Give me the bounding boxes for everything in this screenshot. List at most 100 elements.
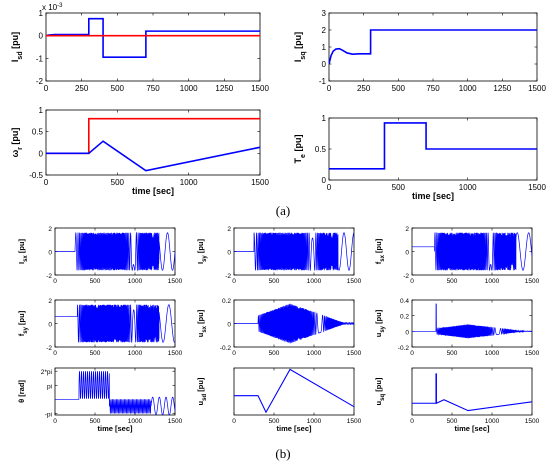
chart-b8: 0 500 1000 1500 usd [pu] time [sec]: [196, 367, 362, 433]
series-line-1: [412, 232, 532, 271]
y-tick-label: -2: [46, 345, 52, 352]
series-line-1: [234, 303, 354, 344]
y-tick-label: 1: [39, 9, 44, 18]
y-tick-label: 1: [39, 106, 44, 115]
x-axis-label: time [sec]: [97, 424, 133, 433]
y-tick-label: 0.5: [32, 128, 44, 137]
y-tick-label: 0: [405, 329, 409, 336]
x-tick-label: 0: [232, 418, 236, 425]
x-axis-label: time [sec]: [132, 186, 174, 196]
series-line-1: [55, 371, 175, 415]
y-tick-label: 0: [322, 60, 327, 69]
series-line-1: [329, 29, 537, 65]
y-axis-label: Isd [pu]: [10, 32, 24, 62]
plot-frame: [411, 367, 533, 416]
caption-b: (b): [275, 446, 290, 461]
x-tick-label: 0: [410, 418, 414, 425]
series-line-1: [55, 304, 175, 343]
x-tick-label: 0: [53, 350, 57, 357]
y-tick-label: pi: [47, 383, 52, 390]
y-axis-label: Isy [pu]: [196, 238, 208, 264]
y-tick-label: -1: [319, 77, 327, 86]
y-tick-label: 0: [227, 250, 231, 257]
y-axis-label: θ [rad]: [17, 380, 26, 403]
x-tick-label: 250: [75, 84, 89, 93]
y-tick-label: -0.2: [220, 345, 232, 352]
x-tick-label: 500: [111, 84, 125, 93]
x-tick-label: 500: [269, 350, 280, 357]
x-tick-label: 0: [327, 183, 332, 192]
plot-frame: [411, 299, 533, 348]
y-tick-label: 2: [405, 226, 409, 233]
plot-frame: [233, 367, 355, 416]
series-line-1: [329, 122, 537, 170]
y-tick-label: 0: [39, 32, 44, 41]
y-tick-label: 1: [322, 43, 327, 52]
y-axis-label: usd [pu]: [196, 377, 208, 405]
x-tick-label: 1000: [459, 84, 477, 93]
x-tick-label: 250: [357, 84, 371, 93]
x-axis-label: time [sec]: [454, 424, 490, 433]
y-tick-label: 0: [48, 250, 52, 257]
x-tick-label: 500: [269, 278, 280, 285]
x-tick-label: 500: [392, 183, 406, 192]
y-tick-label: -2: [225, 273, 231, 280]
series-line-1: [412, 303, 532, 339]
y-tick-label: 1: [322, 114, 327, 123]
x-tick-label: 1500: [168, 418, 183, 425]
y-tick-label: 0.2: [222, 298, 231, 305]
x-tick-label: 0: [410, 350, 414, 357]
x-tick-label: 1000: [128, 418, 143, 425]
series-line-1: [412, 373, 532, 412]
x-axis-label: time [sec]: [276, 424, 312, 433]
y-tick-label: 0: [405, 250, 409, 257]
x-tick-label: 750: [146, 84, 160, 93]
x-tick-label: 1500: [528, 84, 546, 93]
x-tick-label: 1000: [485, 278, 500, 285]
x-tick-label: 1500: [347, 418, 362, 425]
y-axis-label: fsx [pu]: [374, 238, 386, 264]
y-tick-label: -pi: [45, 411, 52, 418]
x-tick-label: 500: [392, 84, 406, 93]
x-tick-label: 0: [232, 278, 236, 285]
x-tick-label: 0: [327, 84, 332, 93]
y-tick-label: -2: [403, 273, 409, 280]
y-tick-label: 0: [48, 322, 52, 329]
x-tick-label: 0: [53, 278, 57, 285]
series-line-1: [234, 232, 354, 272]
x-tick-label: 500: [269, 418, 280, 425]
x-tick-label: 500: [111, 178, 125, 187]
chart-a1: 0 250 500 750 1000 1250 1500 -2 -1 0 1 Isd [pu] x 10…: [10, 3, 269, 93]
x-tick-label: 750: [426, 84, 440, 93]
x-tick-label: 1500: [525, 418, 540, 425]
x-tick-label: 0: [44, 178, 49, 187]
x-tick-label: 1000: [128, 278, 143, 285]
x-tick-label: 500: [90, 350, 101, 357]
plot-frame: [45, 12, 261, 82]
series-line-1: [234, 368, 354, 414]
x-tick-label: 500: [447, 350, 458, 357]
y-tick-label: 2: [322, 26, 327, 35]
x-tick-label: 0: [44, 84, 49, 93]
series-line-2: [46, 140, 260, 172]
x-tick-label: 1500: [347, 350, 362, 357]
x-tick-label: 1500: [525, 350, 540, 357]
y-axis-label: Isx [pu]: [17, 238, 29, 264]
chart-a4: 0 500 1000 1500 0 0.5 1 Te [pu] time [sec]: [293, 114, 546, 201]
x-tick-label: 1000: [485, 418, 500, 425]
x-tick-label: 500: [447, 278, 458, 285]
x-tick-label: 500: [90, 278, 101, 285]
series-line-1: [46, 17, 260, 58]
plot-frame: [328, 12, 538, 82]
y-tick-label: -1: [36, 54, 44, 63]
y-tick-label: 2: [227, 226, 231, 233]
y-tick-label: 2: [48, 298, 52, 305]
x-tick-label: 1500: [528, 183, 546, 192]
y-axis-label: usq [pu]: [374, 377, 386, 405]
y-axis-label: fsy [pu]: [17, 310, 29, 336]
y-tick-label: -2: [46, 273, 52, 280]
